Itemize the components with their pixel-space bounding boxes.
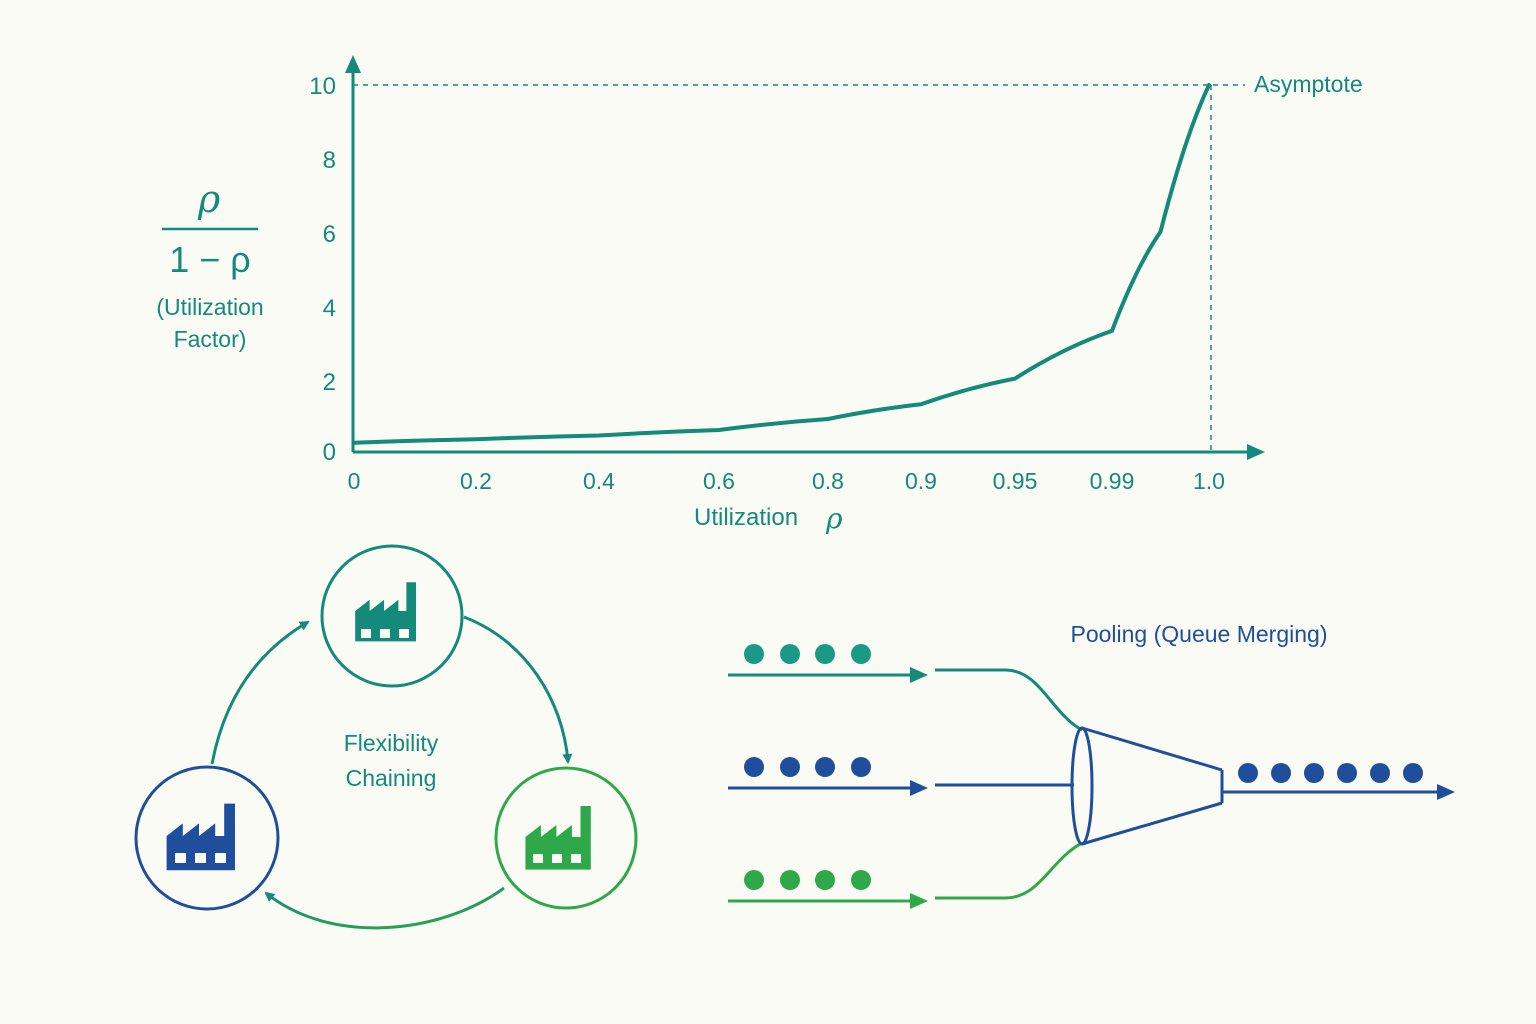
- y-tick-label: 6: [323, 221, 336, 248]
- queue-dot: [1403, 763, 1423, 783]
- queue-dot: [1337, 763, 1357, 783]
- pooling-diagram: Pooling (Queue Merging): [728, 621, 1455, 909]
- queue-dot: [1271, 763, 1291, 783]
- x-tick-label: 0.8: [812, 468, 844, 494]
- queue-dot: [744, 644, 764, 664]
- output-queue: [1222, 763, 1455, 800]
- x-axis-label: Utilization: [694, 504, 798, 531]
- input-queue-blue: [728, 757, 1074, 796]
- y-tick-labels: 10 8 6 4 2 0: [309, 73, 336, 466]
- y-tick-label: 0: [323, 439, 336, 466]
- flexibility-label-line2: Chaining: [346, 765, 437, 791]
- funnel-icon: [1070, 726, 1224, 846]
- x-tick-label: 0.2: [460, 468, 492, 494]
- queue-dot: [744, 870, 764, 890]
- queue-dot: [815, 757, 835, 777]
- y-label-denominator: 1 − ρ: [169, 239, 251, 280]
- queue-dot: [815, 644, 835, 664]
- x-tick-label: 0.6: [703, 468, 735, 494]
- input-queue-teal: [728, 644, 1083, 732]
- merge-line-green: [935, 841, 1083, 900]
- x-axis-rho-symbol: ρ: [825, 502, 843, 535]
- flexibility-label-line1: Flexibility: [344, 730, 439, 756]
- pooling-title: Pooling (Queue Merging): [1071, 621, 1328, 647]
- chain-arrow-teal-to-green: [463, 615, 573, 764]
- y-tick-label: 8: [323, 147, 336, 174]
- y-label-numerator: ρ: [197, 177, 221, 221]
- x-tick-label: 0.95: [993, 468, 1038, 494]
- queue-dot: [851, 757, 871, 777]
- y-tick-label: 10: [309, 73, 336, 100]
- queue-dot: [1370, 763, 1390, 783]
- y-axis-label: ρ 1 − ρ (Utilization Factor): [156, 177, 263, 352]
- queue-dot: [851, 644, 871, 664]
- utilization-curve: [352, 83, 1211, 445]
- factory-node-blue: [134, 765, 280, 911]
- x-tick-label: 0: [348, 468, 361, 494]
- chain-arrow-green-to-blue: [264, 886, 505, 930]
- y-label-caption-line2: Factor): [174, 326, 247, 352]
- flexibility-chaining-diagram: Flexibility Chaining: [134, 544, 638, 930]
- queue-dot: [780, 644, 800, 664]
- queue-dot: [780, 870, 800, 890]
- factory-node-green: [494, 766, 638, 910]
- queue-dot: [780, 757, 800, 777]
- merge-line-teal: [935, 668, 1083, 732]
- x-tick-label: 0.4: [583, 468, 615, 494]
- factory-node-teal: [320, 544, 464, 688]
- queue-dot: [851, 870, 871, 890]
- input-queue-green: [728, 841, 1083, 909]
- queue-dot: [744, 757, 764, 777]
- x-tick-label: 0.99: [1090, 468, 1135, 494]
- utilization-chart: Asymptote 10 8 6 4 2 0 0 0.2 0.4 0.6 0.8…: [156, 55, 1363, 535]
- queue-dot: [1304, 763, 1324, 783]
- y-tick-label: 2: [323, 369, 336, 396]
- x-tick-label: 1.0: [1193, 468, 1225, 494]
- queue-dot: [815, 870, 835, 890]
- x-tick-labels: 0 0.2 0.4 0.6 0.8 0.9 0.95 0.99 1.0: [348, 468, 1225, 494]
- y-label-caption-line1: (Utilization: [156, 294, 263, 320]
- asymptote-label: Asymptote: [1254, 71, 1363, 97]
- queue-dot: [1238, 763, 1258, 783]
- y-tick-label: 4: [323, 295, 336, 322]
- chain-arrow-blue-to-teal: [210, 620, 310, 765]
- x-tick-label: 0.9: [905, 468, 937, 494]
